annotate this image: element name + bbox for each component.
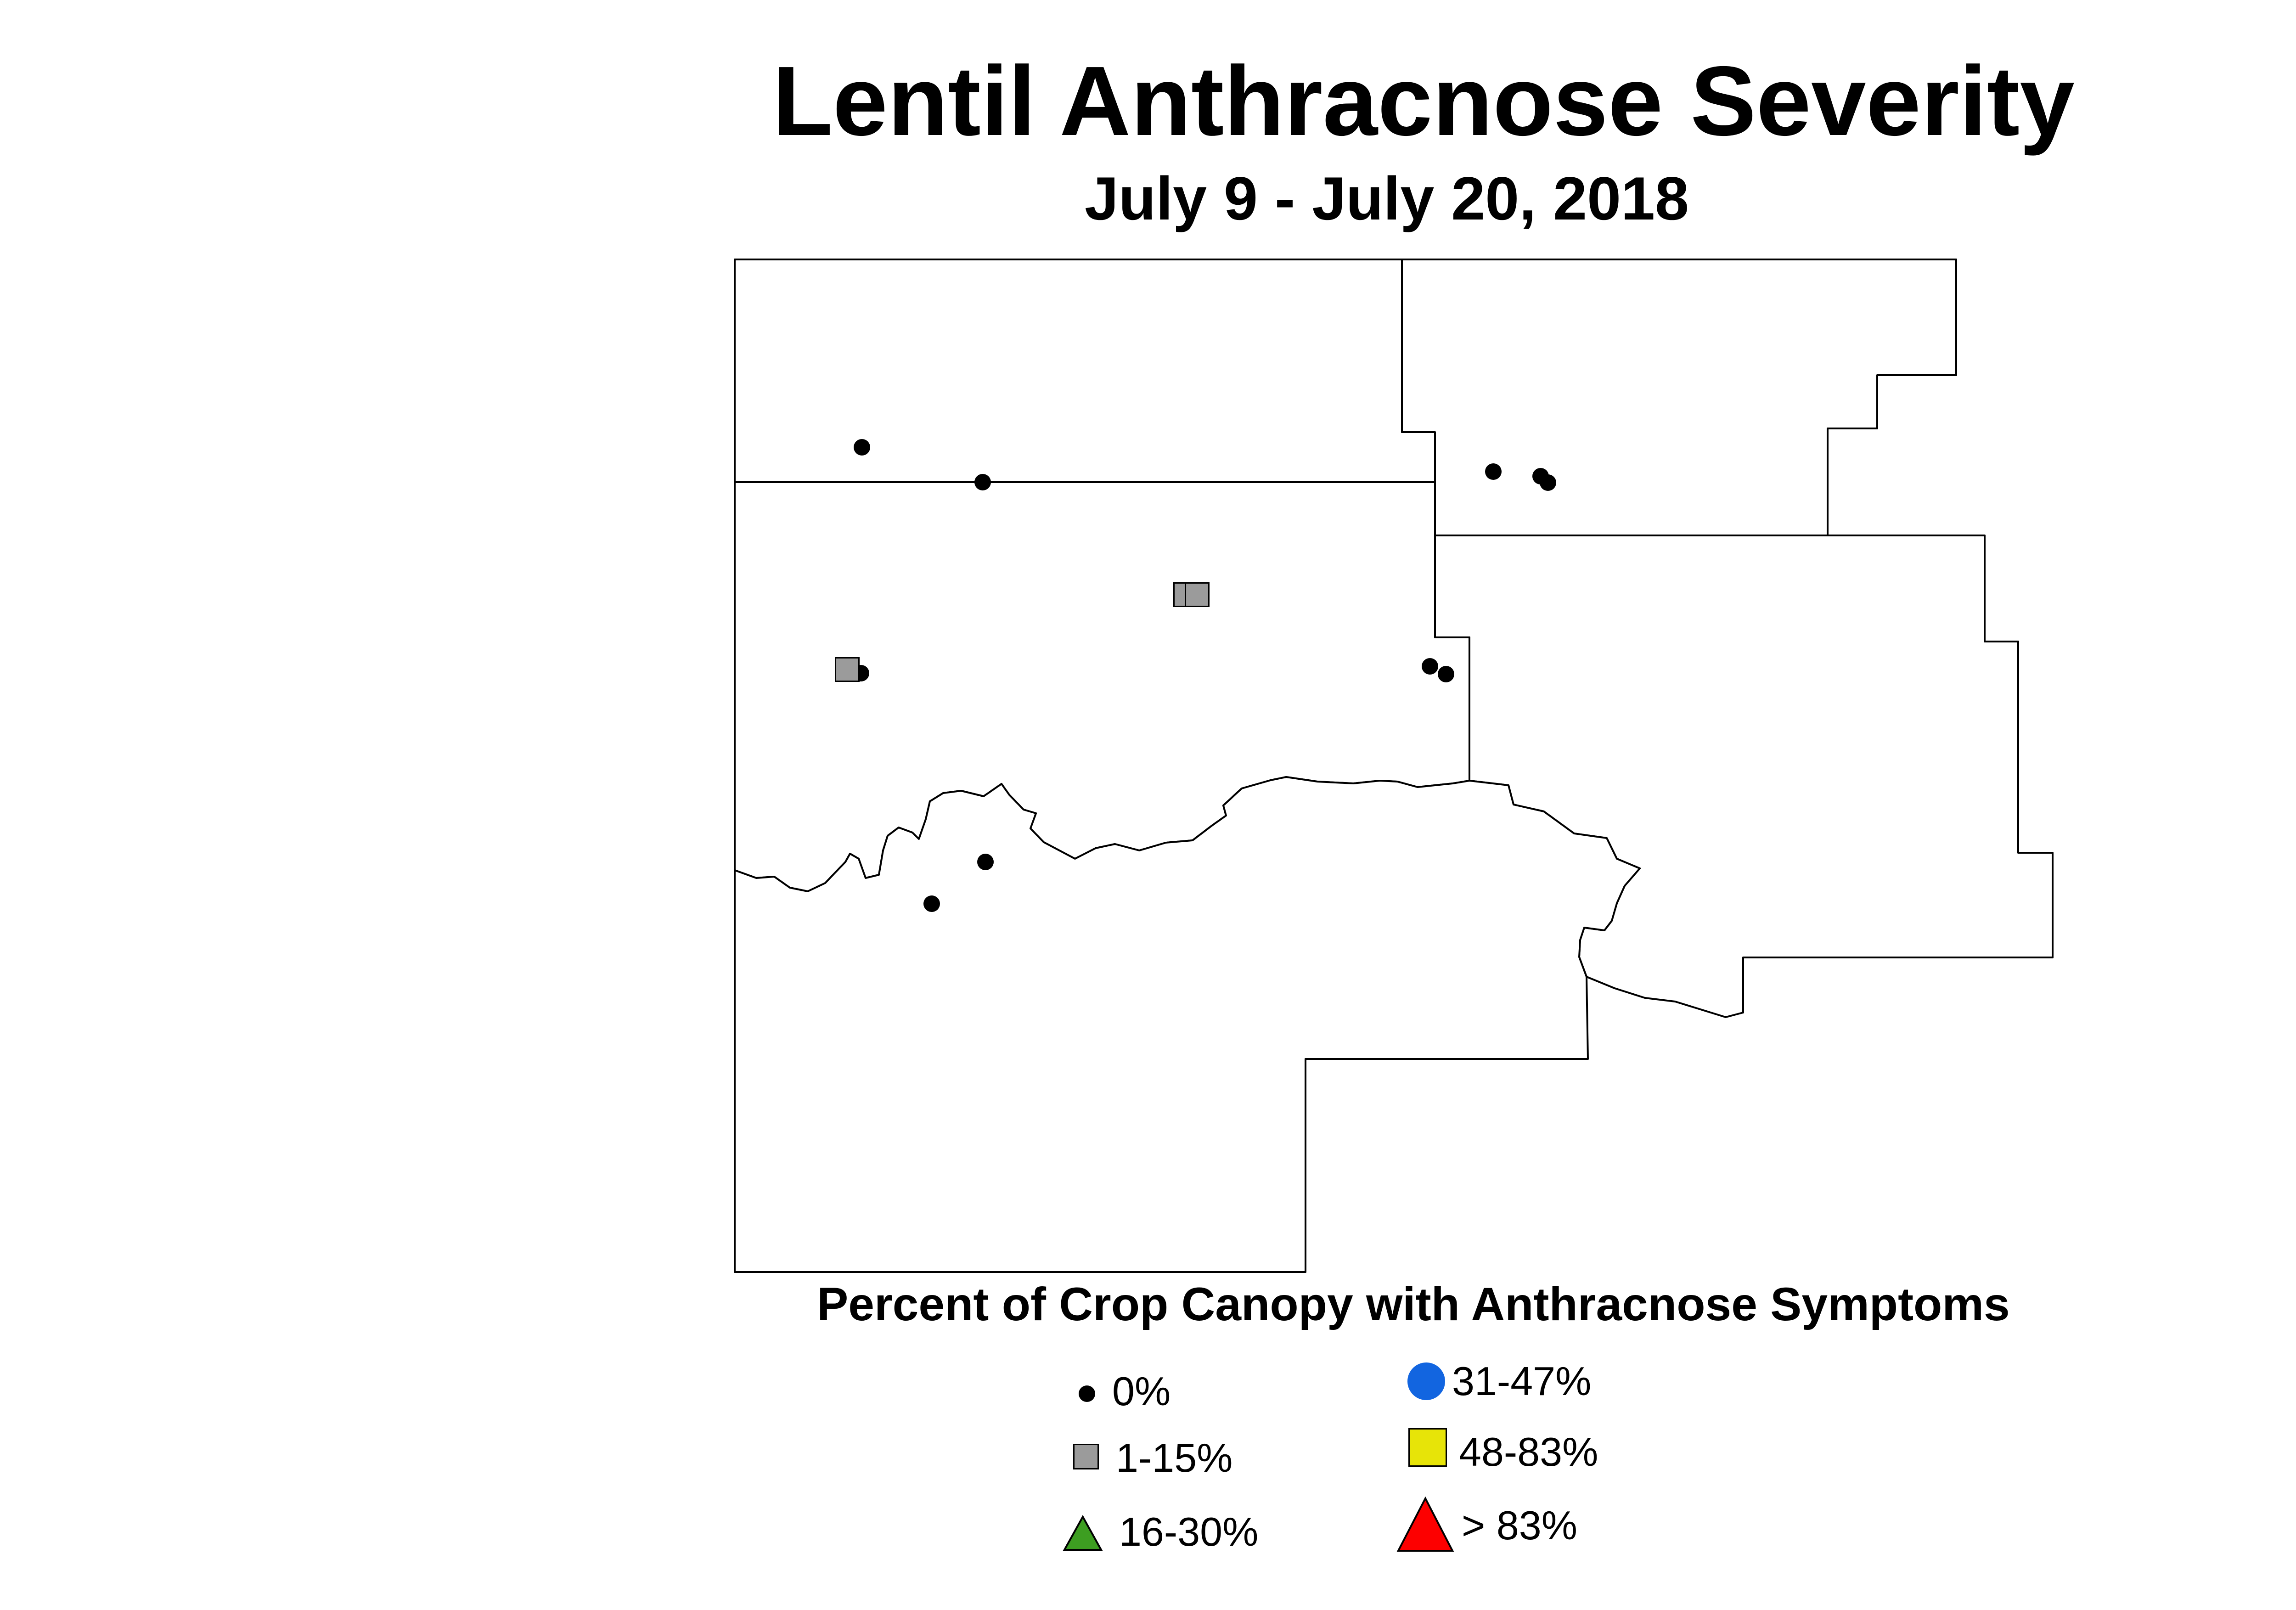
region-northeast	[1401, 259, 1957, 536]
legend-item: 1-15%	[1073, 1435, 1232, 1481]
map-marker-0pct	[1422, 658, 1438, 675]
legend-marker-square-icon	[1073, 1444, 1099, 1469]
map-marker-0pct	[974, 474, 991, 490]
map-marker-0pct	[923, 895, 940, 912]
legend-label: 48-83%	[1459, 1429, 1598, 1475]
legend-label: 0%	[1112, 1368, 1171, 1414]
legend-marker-circle-icon	[1407, 1362, 1445, 1400]
map-marker-1-15pct	[1185, 582, 1210, 607]
legend-item: 0%	[1079, 1368, 1171, 1414]
legend-item: 48-83%	[1408, 1428, 1598, 1475]
legend-item: 16-30%	[1063, 1509, 1258, 1554]
legend-label: > 83%	[1462, 1503, 1577, 1548]
legend-item: 31-47%	[1407, 1358, 1591, 1404]
page-title: Lentil Anthracnose Severity	[772, 45, 2075, 156]
map-marker-0pct	[854, 439, 870, 456]
legend-label: 1-15%	[1116, 1435, 1232, 1481]
legend-marker-triangle-icon	[1063, 1514, 1103, 1551]
map-marker-0pct	[1540, 474, 1556, 491]
map-marker-0pct	[1485, 463, 1502, 480]
map-marker-1-15pct	[835, 657, 860, 682]
map-regions	[734, 259, 2054, 1273]
legend: 0% 1-15% 16-30% 31-47% 48-83% > 83%	[1063, 1358, 1598, 1554]
legend-marker-circle-small-icon	[1079, 1385, 1095, 1402]
legend-label: 31-47%	[1452, 1358, 1591, 1404]
map-marker-0pct	[977, 854, 994, 870]
map-marker-0pct	[1438, 666, 1454, 682]
legend-marker-square-icon	[1408, 1428, 1447, 1467]
legend-title: Percent of Crop Canopy with Anthracnose …	[817, 1278, 2010, 1330]
page-subtitle: July 9 - July 20, 2018	[1085, 165, 1689, 233]
legend-marker-triangle-icon	[1396, 1496, 1454, 1552]
legend-label: 16-30%	[1119, 1509, 1258, 1554]
region-southwest	[734, 776, 1641, 1273]
map-markers	[835, 439, 1556, 912]
legend-item: > 83%	[1396, 1496, 1577, 1552]
region-northwest	[734, 259, 1436, 483]
